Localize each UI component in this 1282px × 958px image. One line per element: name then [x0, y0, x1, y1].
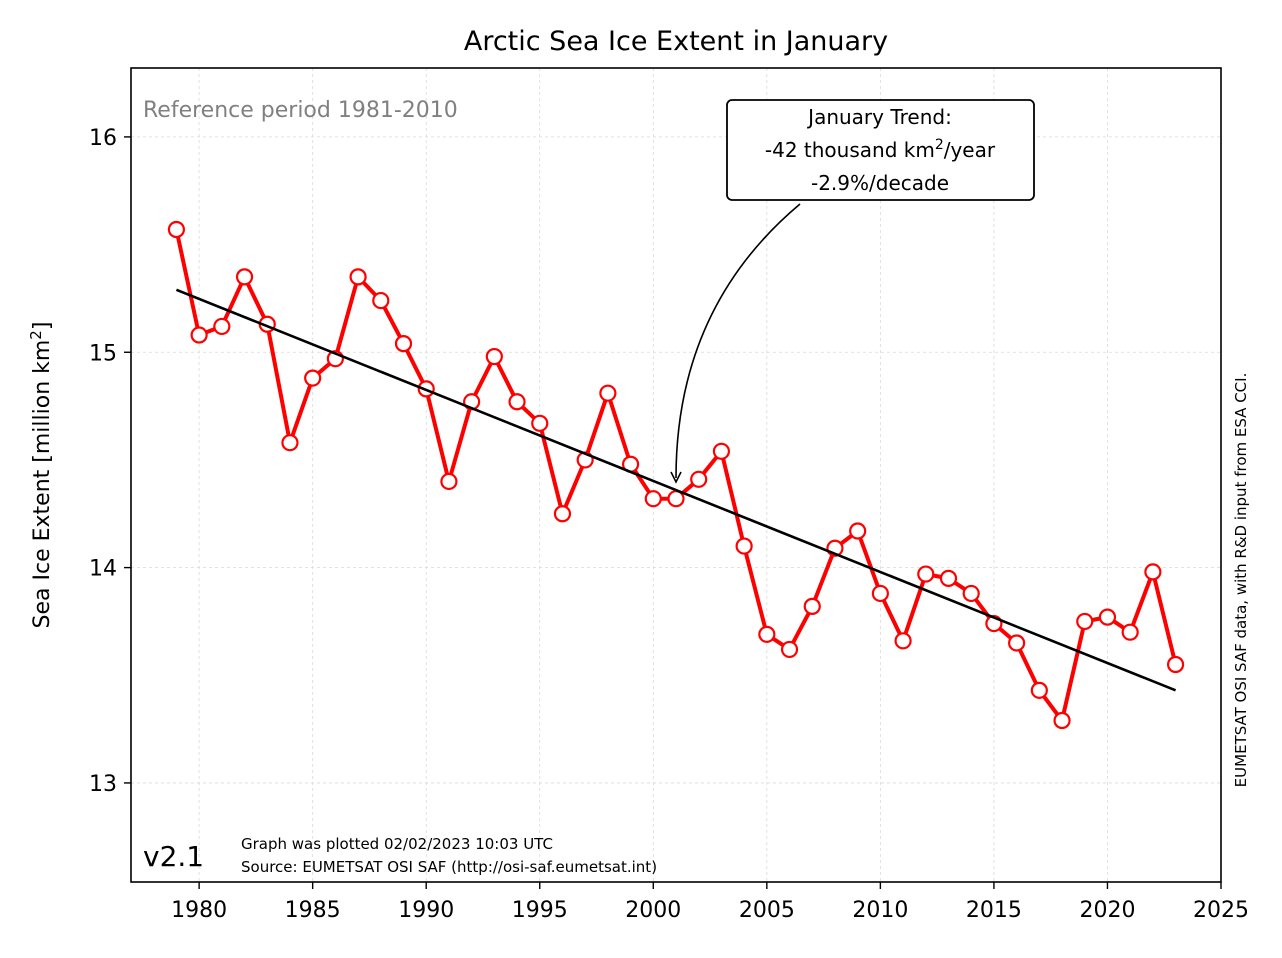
- x-tick-label: 2020: [1079, 898, 1135, 923]
- y-tick-label: 13: [89, 772, 117, 797]
- data-point: [690, 470, 708, 488]
- data-point: [894, 632, 912, 650]
- data-point: [372, 291, 390, 310]
- data-point: [871, 584, 889, 603]
- data-point: [213, 317, 231, 336]
- data-point: [553, 505, 572, 523]
- data-point: [1053, 711, 1071, 730]
- data-point: [1076, 612, 1094, 631]
- data-point: [758, 625, 776, 643]
- data-point: [1030, 681, 1048, 699]
- data-point: [939, 569, 958, 587]
- trend-annotation: January Trend: -42 thousand km2/year -2.…: [726, 99, 1035, 201]
- footer-source: Source: EUMETSAT OSI SAF (http://osi-saf…: [241, 858, 657, 876]
- data-point: [644, 490, 662, 508]
- trend-line: [175, 288, 1177, 692]
- annotation-line-1: January Trend:: [806, 105, 952, 129]
- data-point: [304, 369, 322, 387]
- data-point: [962, 584, 980, 603]
- data-point: [712, 442, 731, 460]
- x-tick-label: 2005: [739, 898, 795, 923]
- data-layer: [167, 220, 1185, 730]
- x-tick-label: 2010: [852, 898, 908, 923]
- data-point: [917, 565, 935, 583]
- data-point: [735, 537, 753, 555]
- annotation-arrowhead: [670, 471, 682, 484]
- annotation-line-2: -42 thousand km2/year: [765, 137, 996, 162]
- axis-ticks: 1980 1985 1990 1995 2000 2005 2010 2015 2020 2025…: [89, 126, 1249, 923]
- data-point: [235, 268, 254, 286]
- data-point: [849, 522, 867, 540]
- x-tick-label: 1995: [512, 898, 568, 923]
- data-point: [780, 640, 799, 659]
- data-point: [1166, 655, 1185, 674]
- data-point: [190, 326, 208, 344]
- version-label: v2.1: [143, 840, 204, 873]
- y-tick-label: 14: [89, 557, 117, 582]
- side-credit-label: EUMETSAT OSI SAF data, with R&D input fr…: [1232, 373, 1250, 788]
- data-point: [1098, 608, 1117, 626]
- data-point: [531, 414, 549, 432]
- y-axis-label-tail: ]: [30, 322, 55, 331]
- y-tick-label: 16: [89, 126, 117, 151]
- data-point: [440, 472, 458, 491]
- footer-plotted-date: Graph was plotted 02/02/2023 10:03 UTC: [241, 835, 553, 853]
- annotation-arrow: [675, 203, 801, 479]
- data-point: [349, 268, 367, 286]
- x-tick-label: 2015: [966, 898, 1022, 923]
- data-point: [167, 220, 186, 239]
- plot-frame: [130, 67, 1222, 883]
- data-point: [508, 393, 526, 411]
- data-point: [1144, 563, 1162, 581]
- data-point: [485, 347, 503, 366]
- x-tick-label: 2025: [1193, 898, 1249, 923]
- x-tick-label: 1980: [171, 898, 227, 923]
- data-point: [394, 335, 413, 353]
- annotation-line-3: -2.9%/decade: [811, 171, 949, 195]
- annotation-box: [726, 99, 1035, 201]
- y-tick-label: 15: [89, 341, 117, 366]
- annotation-line-2-main: -42 thousand km: [765, 138, 935, 162]
- reference-period-label: Reference period 1981-2010: [143, 98, 458, 123]
- y-axis-label-main: Sea Ice Extent [million km: [30, 340, 55, 629]
- chart-title: Arctic Sea Ice Extent in January: [464, 26, 888, 57]
- y-axis-label: Sea Ice Extent [million km2]: [27, 322, 55, 629]
- data-point: [281, 434, 299, 452]
- y-axis-label-sup: 2: [27, 330, 45, 340]
- x-tick-label: 1990: [398, 898, 454, 923]
- data-point: [1008, 634, 1026, 652]
- data-point: [1121, 623, 1139, 641]
- annotation-line-2-post: /year: [944, 138, 996, 162]
- data-point: [803, 597, 821, 615]
- x-tick-label: 2000: [625, 898, 681, 923]
- x-tick-label: 1985: [285, 898, 341, 923]
- data-point: [599, 384, 617, 402]
- annotation-line-2-sup: 2: [935, 137, 944, 153]
